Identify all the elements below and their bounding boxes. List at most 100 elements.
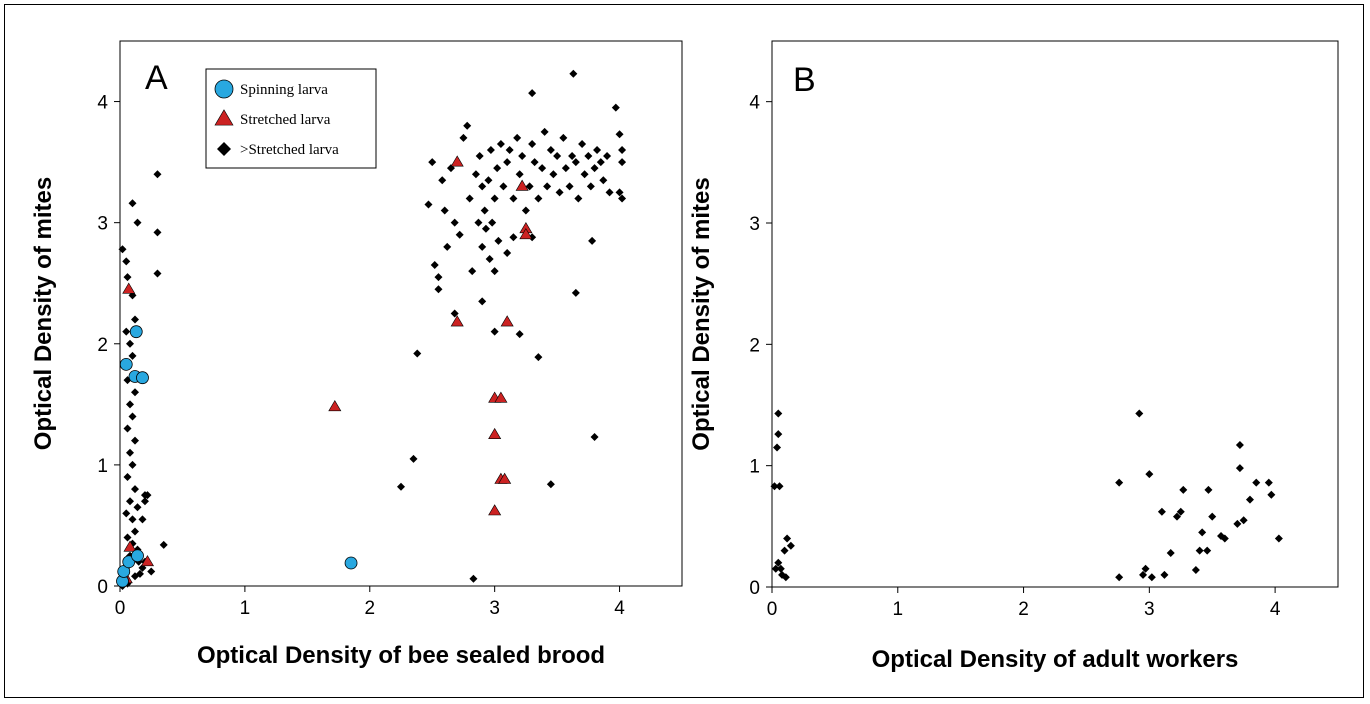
diamond-point bbox=[397, 482, 405, 491]
diamond-point bbox=[486, 146, 495, 154]
diamond-point bbox=[596, 158, 605, 167]
diamond-point bbox=[1252, 478, 1261, 487]
x-axis-label: Optical Density of bee sealed brood bbox=[197, 642, 605, 669]
diamond-point bbox=[571, 288, 580, 297]
diamond-point bbox=[543, 182, 552, 191]
triangle-point bbox=[450, 155, 464, 167]
diamond-point bbox=[122, 257, 131, 266]
legend-entry-label: Stretched larva bbox=[240, 112, 331, 128]
diamond-point bbox=[1274, 534, 1283, 543]
diamond-point bbox=[590, 433, 599, 442]
diamond-point bbox=[153, 170, 162, 179]
diamond-point bbox=[534, 353, 543, 362]
diamond-point bbox=[774, 558, 783, 567]
diamond-point bbox=[122, 327, 131, 336]
diamond-point bbox=[618, 146, 627, 154]
diamond-point bbox=[128, 199, 137, 208]
diamond-point bbox=[528, 139, 537, 148]
y-tick-label: 4 bbox=[749, 93, 760, 114]
diamond-point bbox=[123, 473, 132, 481]
diamond-point bbox=[549, 170, 558, 179]
diamond-point bbox=[774, 430, 783, 439]
diamond-point bbox=[774, 409, 783, 418]
legend-entry-label: >Stretched larva bbox=[240, 142, 339, 158]
diamond-point bbox=[125, 497, 134, 506]
y-tick-label: 1 bbox=[97, 456, 108, 477]
diamond-point bbox=[568, 152, 577, 161]
diamond-point bbox=[143, 491, 152, 500]
diamond-point bbox=[478, 242, 487, 251]
diamond-point bbox=[159, 540, 168, 549]
diamond-point bbox=[1173, 512, 1182, 521]
diamond-point bbox=[128, 515, 137, 524]
triangle-point bbox=[488, 427, 502, 439]
diamond-point bbox=[565, 182, 574, 191]
diamond-point bbox=[780, 546, 789, 555]
diamond-point bbox=[615, 130, 624, 139]
diamond-point bbox=[1195, 546, 1204, 555]
diamond-point bbox=[1204, 485, 1213, 494]
diamond-point bbox=[503, 248, 512, 257]
diamond-point bbox=[471, 170, 480, 179]
diamond-point bbox=[488, 218, 497, 227]
diamond-point bbox=[786, 541, 795, 550]
diamond-point bbox=[503, 158, 512, 167]
panel-label: A bbox=[145, 59, 168, 97]
diamond-point bbox=[521, 206, 530, 215]
diamond-point bbox=[1176, 507, 1185, 516]
diamond-point bbox=[128, 412, 137, 421]
diamond-point bbox=[485, 255, 494, 263]
x-tick-label: 3 bbox=[489, 598, 500, 619]
diamond-point bbox=[478, 297, 487, 306]
diamond-point bbox=[1160, 570, 1169, 579]
diamond-point bbox=[1239, 516, 1248, 525]
diamond-point bbox=[409, 454, 418, 463]
diamond-point bbox=[428, 158, 437, 167]
x-tick-label: 0 bbox=[767, 599, 778, 620]
diamond-point bbox=[580, 170, 589, 179]
diamond-point bbox=[546, 480, 555, 489]
y-tick-label: 2 bbox=[749, 335, 760, 356]
diamond-point bbox=[1203, 546, 1212, 555]
diamond-point bbox=[1191, 566, 1200, 575]
diamond-point bbox=[125, 400, 134, 409]
triangle-point bbox=[515, 179, 529, 191]
triangle-point bbox=[500, 315, 514, 327]
diamond-point bbox=[147, 567, 156, 576]
y-axis-label: Optical Density of mites bbox=[688, 177, 715, 450]
diamond-point bbox=[490, 194, 499, 203]
diamond-point bbox=[440, 206, 449, 215]
diamond-point bbox=[130, 572, 139, 581]
circle-point bbox=[131, 549, 144, 563]
diamond-point bbox=[1267, 490, 1276, 499]
diamond-point bbox=[459, 133, 468, 142]
x-tick-label: 1 bbox=[240, 598, 251, 619]
x-axis-label: Optical Density of adult workers bbox=[872, 646, 1239, 673]
diamond-point bbox=[413, 349, 422, 358]
circle-point bbox=[129, 325, 143, 339]
diamond-point bbox=[424, 200, 433, 209]
diamond-point bbox=[1157, 507, 1166, 516]
diamond-point bbox=[1141, 564, 1150, 573]
triangle-point bbox=[494, 391, 508, 403]
diamond-point bbox=[538, 164, 547, 173]
diamond-point bbox=[138, 515, 147, 524]
triangle-point bbox=[328, 400, 342, 412]
diamond-point bbox=[1233, 519, 1242, 528]
triangle-point bbox=[519, 228, 533, 240]
diamond-point bbox=[434, 285, 443, 294]
diamond-point bbox=[775, 482, 784, 491]
diamond-point bbox=[528, 89, 537, 98]
diamond-point bbox=[773, 443, 782, 452]
diamond-point bbox=[781, 573, 790, 582]
diamond-point bbox=[1166, 549, 1175, 558]
y-tick-label: 4 bbox=[97, 93, 108, 114]
diamond-point bbox=[593, 146, 602, 154]
diamond-point bbox=[434, 273, 443, 282]
diamond-point bbox=[515, 170, 524, 179]
circle-point bbox=[136, 371, 149, 385]
diamond-point bbox=[130, 485, 139, 494]
diamond-point bbox=[603, 152, 612, 161]
diamond-point bbox=[776, 564, 785, 573]
diamond-point bbox=[443, 242, 452, 251]
